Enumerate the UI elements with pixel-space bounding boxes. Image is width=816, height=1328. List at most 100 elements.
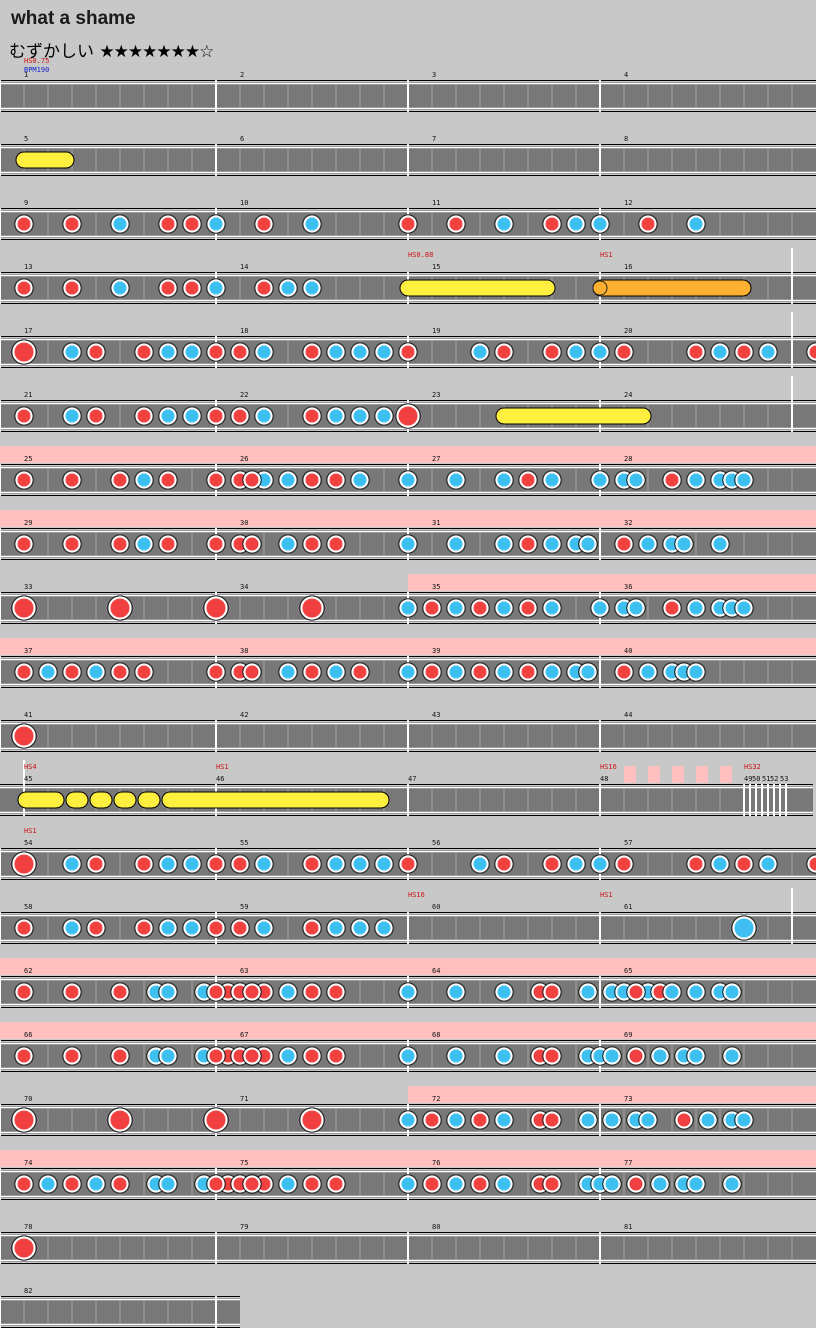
don-note <box>87 407 105 425</box>
note-outline <box>38 662 58 682</box>
don-note <box>231 855 249 873</box>
bar-number: 1 <box>24 71 28 79</box>
note-outline <box>494 1174 514 1194</box>
note-outline <box>278 662 298 682</box>
ka-note <box>39 1175 57 1193</box>
go-go-band <box>0 638 816 655</box>
bar-number: 68 <box>432 1031 440 1039</box>
note-outline <box>326 470 346 490</box>
don-note <box>63 535 81 553</box>
note-outline <box>542 342 562 362</box>
ka-note <box>495 1047 513 1065</box>
ka-note <box>351 407 369 425</box>
don-note <box>63 663 81 681</box>
bar-number: 13 <box>24 263 32 271</box>
ka-note <box>183 407 201 425</box>
don-note <box>15 471 33 489</box>
don-note <box>663 471 681 489</box>
note-outline <box>326 982 346 1002</box>
bar-number: 15 <box>432 263 440 271</box>
ka-note <box>591 471 609 489</box>
bar-number: 41 <box>24 711 32 719</box>
note-outline <box>11 1107 37 1133</box>
note-outline <box>14 534 34 554</box>
bar-number: 60 <box>432 903 440 911</box>
note-outline <box>11 723 37 749</box>
note-outline <box>62 1046 82 1066</box>
don-note <box>303 1047 321 1065</box>
ka-note <box>639 663 657 681</box>
ka-note <box>591 855 609 873</box>
bar-number: 45 <box>24 775 32 783</box>
note-outline <box>110 214 130 234</box>
don-note <box>351 663 369 681</box>
note-outline <box>398 1174 418 1194</box>
note-outline <box>326 1046 346 1066</box>
note-outline <box>590 342 610 362</box>
note-outline <box>758 342 778 362</box>
don-note <box>231 343 249 361</box>
ka-note <box>603 1175 621 1193</box>
don-note <box>303 983 321 1001</box>
note-outline <box>590 854 610 874</box>
ka-note <box>351 855 369 873</box>
bar-number: 7 <box>432 135 436 143</box>
bar-number: 73 <box>624 1095 632 1103</box>
ka-note <box>111 215 129 233</box>
note-outline <box>494 598 514 618</box>
note-outline <box>206 1046 226 1066</box>
note-outline <box>206 662 226 682</box>
ka-note <box>303 215 321 233</box>
don-note <box>207 1175 225 1193</box>
don-note <box>87 343 105 361</box>
don-note <box>111 1175 129 1193</box>
go-go-band <box>0 958 816 975</box>
don-note <box>687 855 705 873</box>
note-outline <box>470 1110 490 1130</box>
note-outline <box>14 918 34 938</box>
note-outline <box>326 1174 346 1194</box>
note-outline <box>203 1107 229 1133</box>
note-outline <box>134 342 154 362</box>
drumroll-bar <box>65 791 89 809</box>
don-note <box>303 663 321 681</box>
bar-number: 42 <box>240 711 248 719</box>
note-outline <box>158 406 178 426</box>
note-outline <box>686 342 706 362</box>
bar-number: 46 <box>216 775 224 783</box>
speed-change-label: HS0.88 <box>408 251 433 259</box>
bar-number: 32 <box>624 519 632 527</box>
ka-note <box>279 471 297 489</box>
don-note <box>135 343 153 361</box>
don-note <box>243 471 261 489</box>
note-outline <box>446 1046 466 1066</box>
ka-note <box>447 535 465 553</box>
don-note <box>255 215 273 233</box>
note-outline <box>602 1174 622 1194</box>
go-go-band <box>624 766 636 783</box>
bar-number: 26 <box>240 455 248 463</box>
note-outline <box>14 1046 34 1066</box>
don-note <box>303 471 321 489</box>
note-outline <box>578 534 598 554</box>
bar-number: 19 <box>432 327 440 335</box>
ka-note <box>63 343 81 361</box>
bar-number: 52 <box>770 775 778 783</box>
don-note <box>807 343 816 361</box>
note-outline <box>398 982 418 1002</box>
don-note <box>15 919 33 937</box>
note-outline <box>626 982 646 1002</box>
bar-number: 70 <box>24 1095 32 1103</box>
bar-number: 34 <box>240 583 248 591</box>
drumroll-bar <box>15 151 75 169</box>
note-outline <box>494 470 514 490</box>
ka-note <box>495 663 513 681</box>
don-note <box>663 599 681 617</box>
don-note <box>396 404 420 428</box>
don-note <box>63 1047 81 1065</box>
note-outline <box>710 854 730 874</box>
don-note <box>159 535 177 553</box>
note-outline <box>182 342 202 362</box>
note-outline <box>62 470 82 490</box>
note-outline <box>182 278 202 298</box>
